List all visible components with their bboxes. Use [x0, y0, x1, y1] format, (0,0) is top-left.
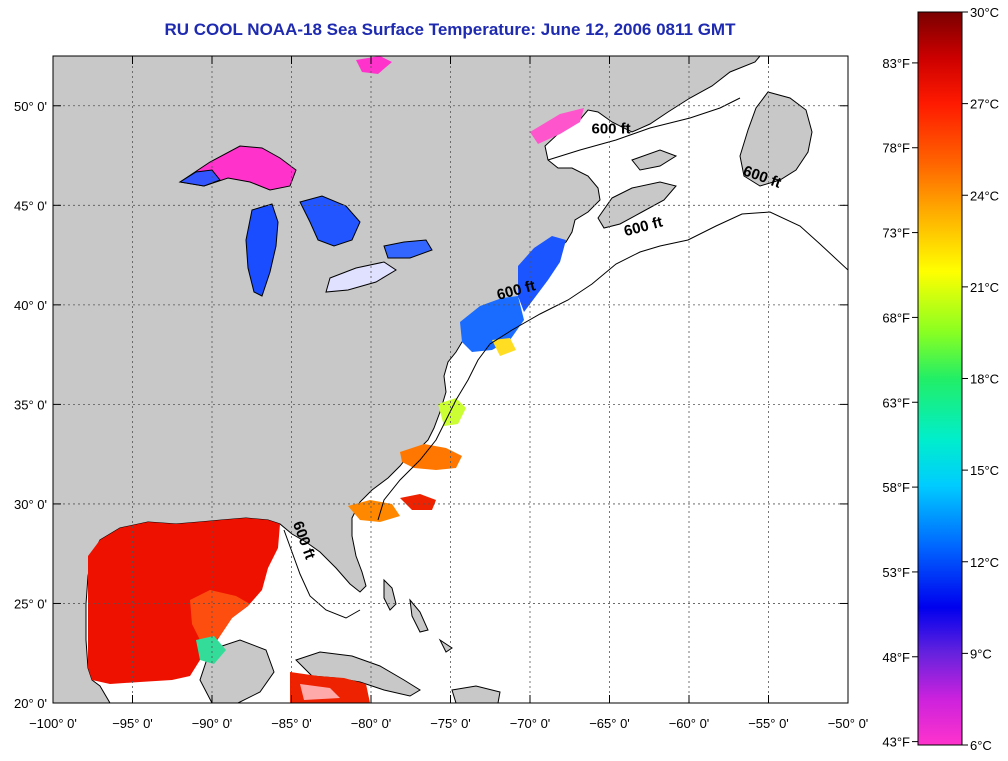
colorbar-labels: 30°C 27°C 24°C 21°C 18°C 15°C 12°C 9°C 6°C 83°F 78…	[882, 5, 999, 753]
map-title: RU COOL NOAA-18 Sea Surface Temperature:…	[164, 20, 736, 39]
colorbar	[917, 11, 963, 746]
georgia-sst	[348, 500, 400, 522]
lon-tick-label: −95° 0'	[112, 716, 153, 731]
colorbar-label-fahrenheit: 78°F	[882, 141, 910, 156]
colorbar-label-fahrenheit: 43°F	[882, 735, 910, 750]
lon-tick-label: −55° 0'	[748, 716, 789, 731]
gulf-cooler-patch	[190, 590, 250, 646]
lat-tick-label: 20° 0'	[14, 696, 47, 711]
colorbar-label-fahrenheit: 63°F	[882, 395, 910, 410]
lat-tick-label: 35° 0'	[14, 397, 47, 412]
colorbar-label-celsius: 24°C	[970, 188, 999, 203]
colorbar-label-fahrenheit: 48°F	[882, 650, 910, 665]
colorbar-label-celsius: 27°C	[970, 97, 999, 112]
lon-tick-label: −50° 0'	[828, 716, 869, 731]
newfoundland-land	[739, 91, 813, 187]
gulf-of-mexico-sst	[88, 518, 280, 684]
st-lawrence-pink	[530, 108, 584, 144]
colorbar-label-fahrenheit: 58°F	[882, 480, 910, 495]
bahamas-land	[383, 578, 453, 653]
sst-data-layer	[88, 56, 584, 703]
depth-label-600ft: 600 ft	[591, 121, 630, 138]
colorbar-label-fahrenheit: 53°F	[882, 565, 910, 580]
colorbar-label-celsius: 6°C	[970, 738, 992, 753]
colorbar-label-fahrenheit: 83°F	[882, 56, 910, 71]
colorbar-label-fahrenheit: 73°F	[882, 226, 910, 241]
lon-tick-label: −80° 0'	[351, 716, 392, 731]
lat-tick-label: 30° 0'	[14, 497, 47, 512]
hispaniola-land	[451, 685, 501, 703]
lake-erie	[325, 261, 397, 293]
colorbar-label-celsius: 12°C	[970, 555, 999, 570]
gulf-green-patch	[196, 636, 226, 664]
colorbar-label-celsius: 30°C	[970, 5, 999, 20]
lat-tick-label: 40° 0'	[14, 298, 47, 313]
colorbar-label-celsius: 9°C	[970, 646, 992, 661]
lake-superior-west	[178, 169, 221, 187]
lon-tick-label: −70° 0'	[510, 716, 551, 731]
lake-michigan	[245, 203, 279, 297]
lat-tick-label: 45° 0'	[14, 198, 47, 213]
hudson-bay-pink	[356, 56, 392, 74]
carolina-sst	[400, 444, 462, 470]
lat-tick-label: 50° 0'	[14, 99, 47, 114]
lon-tick-label: −60° 0'	[669, 716, 710, 731]
isobath-600ft	[283, 97, 848, 619]
caribbean-light	[300, 684, 340, 700]
nova-scotia-land	[597, 181, 677, 229]
lon-tick-label: −75° 0'	[430, 716, 471, 731]
colorbar-label-celsius: 15°C	[970, 463, 999, 478]
colorbar-label-celsius: 21°C	[970, 280, 999, 295]
great-lakes	[178, 145, 433, 297]
lat-tick-label: 25° 0'	[14, 596, 47, 611]
lake-ontario	[383, 239, 433, 259]
hatteras-yellow	[438, 398, 466, 426]
gulfstream-red	[400, 494, 436, 510]
mid-atlantic-yellow	[492, 338, 516, 356]
mid-atlantic-blue	[460, 296, 524, 352]
lon-tick-label: −90° 0'	[192, 716, 233, 731]
colorbar-label-fahrenheit: 68°F	[882, 310, 910, 325]
lon-tick-label: −65° 0'	[589, 716, 630, 731]
gaspe-land	[631, 149, 678, 171]
lon-tick-label: −85° 0'	[271, 716, 312, 731]
lon-tick-label: −100° 0'	[29, 716, 77, 731]
map-ticks: −100° 0' −95° 0' −90° 0' −85° 0' −80° 0' −75°…	[14, 56, 868, 731]
colorbar-label-celsius: 18°C	[970, 372, 999, 387]
lake-huron	[299, 195, 361, 247]
